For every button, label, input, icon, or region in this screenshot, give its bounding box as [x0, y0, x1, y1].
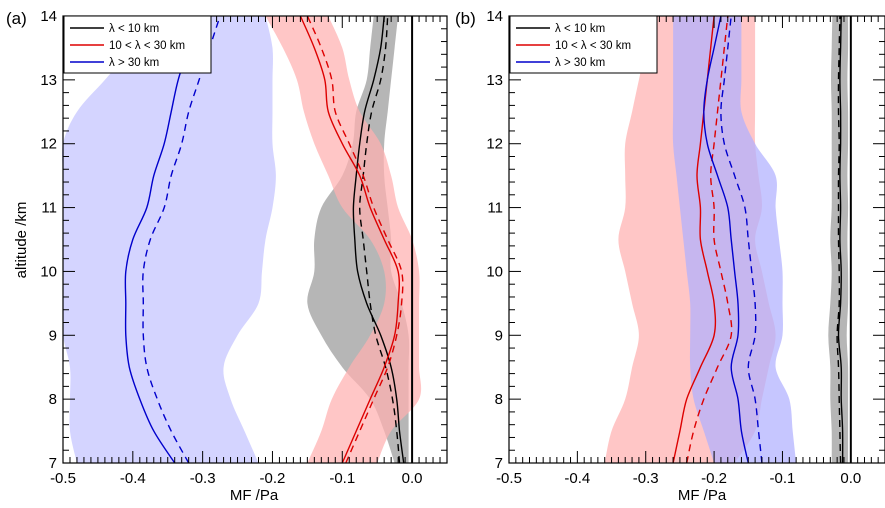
- legend-item: 10 < λ < 30 km: [516, 40, 631, 52]
- y-tick-label: 14: [486, 8, 503, 25]
- band-series-0: [828, 16, 849, 463]
- legend-item: 10 < λ < 30 km: [70, 40, 185, 52]
- y-tick-label: 9: [49, 327, 57, 344]
- panel-label: (a): [6, 9, 27, 28]
- y-tick-label: 10: [486, 263, 503, 280]
- y-tick-label: 14: [40, 8, 57, 25]
- x-tick-label: -0.2: [701, 470, 727, 487]
- solid-line-series-0: [837, 15, 844, 464]
- band-series-2: [672, 16, 797, 463]
- panel-a: (a) altitude /km MF /Pa -0.5 -0.4 -0.3 -0.2…: [6, 8, 448, 504]
- y-tick-label: 9: [495, 327, 503, 344]
- legend: λ < 10 km 10 < λ < 30 km λ > 30 km: [509, 15, 658, 74]
- x-tick-label: -0.5: [50, 470, 76, 487]
- y-axis-title: altitude /km: [13, 202, 30, 279]
- y-tick-label: 12: [40, 136, 57, 153]
- y-tick-label: 12: [486, 136, 503, 153]
- plot-frame: [508, 15, 885, 464]
- panel-b: (b) MF /Pa -0.5 -0.4 -0.3 -0.2 -0.1 0.0 7 8 9 10 1…: [455, 8, 885, 504]
- dashed-line-series-0: [836, 15, 842, 464]
- x-tick-label: -0.3: [190, 470, 216, 487]
- legend-label: λ < 10 km: [555, 23, 605, 35]
- band-series-2: [61, 16, 276, 463]
- y-tick-label: 8: [49, 391, 57, 408]
- y-tick-label: 7: [495, 455, 503, 472]
- solid-line-series-1: [299, 15, 401, 464]
- legend-item: λ > 30 km: [70, 57, 159, 69]
- dashed-line-series-0: [358, 15, 401, 464]
- y-tick-label: 10: [40, 263, 57, 280]
- legend-item: λ < 10 km: [516, 23, 605, 35]
- x-tick-label: 0.0: [402, 470, 423, 487]
- y-tick-label: 13: [486, 72, 503, 89]
- y-tick-label: 11: [487, 200, 503, 217]
- y-tick-label: 8: [495, 391, 503, 408]
- legend-label: λ > 30 km: [109, 57, 159, 69]
- dashed-line-series-2: [720, 15, 763, 464]
- solid-line-series-2: [703, 15, 749, 464]
- legend: λ < 10 km 10 < λ < 30 km λ > 30 km: [63, 15, 212, 74]
- x-tick-label: -0.3: [633, 470, 659, 487]
- x-tick-label: -0.4: [120, 470, 146, 487]
- x-axis-title: MF /Pa: [230, 487, 279, 504]
- legend-label: λ > 30 km: [555, 57, 605, 69]
- x-tick-label: 0.0: [840, 470, 861, 487]
- y-tick-label: 11: [41, 200, 57, 217]
- legend-label: 10 < λ < 30 km: [555, 40, 631, 52]
- plot-frame: [62, 15, 448, 464]
- y-tick-label: 13: [40, 72, 57, 89]
- x-tick-label: -0.2: [260, 470, 286, 487]
- dashed-line-series-1: [306, 15, 404, 464]
- legend-item: λ > 30 km: [516, 57, 605, 69]
- dashed-line-series-2: [142, 15, 221, 464]
- band-series-1: [265, 16, 422, 463]
- panel-label: (b): [455, 9, 476, 28]
- x-tick-label: -0.1: [329, 470, 355, 487]
- x-tick-label: -0.4: [564, 470, 590, 487]
- solid-line-series-0: [352, 15, 405, 464]
- legend-item: λ < 10 km: [70, 23, 159, 35]
- legend-label: 10 < λ < 30 km: [109, 40, 185, 52]
- x-tick-label: -0.1: [770, 470, 796, 487]
- legend-label: λ < 10 km: [109, 23, 159, 35]
- dashed-line-series-1: [686, 15, 733, 464]
- y-tick-label: 7: [49, 455, 57, 472]
- x-tick-label: -0.5: [496, 470, 522, 487]
- x-axis-title: MF /Pa: [678, 487, 727, 504]
- solid-line-series-2: [124, 15, 200, 464]
